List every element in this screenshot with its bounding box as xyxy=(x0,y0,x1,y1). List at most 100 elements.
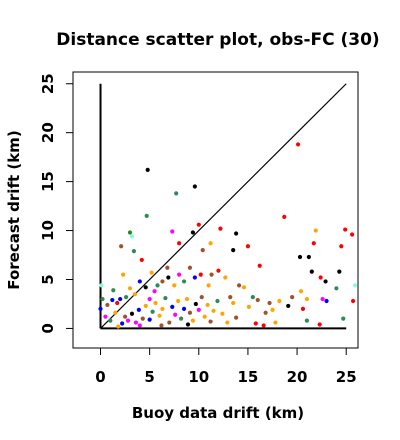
data-point xyxy=(147,296,152,302)
data-point xyxy=(160,306,165,311)
data-point xyxy=(334,286,339,291)
data-point xyxy=(253,321,258,326)
data-point xyxy=(216,268,221,273)
data-point xyxy=(184,296,190,302)
data-point xyxy=(236,283,242,288)
data-point xyxy=(177,272,182,277)
data-point xyxy=(341,316,346,321)
data-point xyxy=(137,323,142,328)
data-point xyxy=(199,295,204,300)
data-point xyxy=(176,298,181,304)
data-point xyxy=(309,269,314,274)
data-point xyxy=(113,310,118,315)
data-point xyxy=(246,304,252,309)
data-point xyxy=(255,297,260,303)
data-point xyxy=(118,296,123,302)
data-point xyxy=(192,275,197,280)
data-point xyxy=(159,323,164,328)
data-point xyxy=(209,272,214,277)
data-point xyxy=(173,312,178,317)
data-point xyxy=(215,298,220,304)
data-point xyxy=(206,283,211,288)
data-point xyxy=(198,272,203,277)
data-point xyxy=(143,303,148,309)
data-point xyxy=(121,272,126,277)
data-point xyxy=(350,298,356,304)
data-point xyxy=(155,283,160,288)
y-tick-label: 5 xyxy=(39,274,57,284)
data-point xyxy=(167,320,172,325)
y-tick-label: 0 xyxy=(39,323,57,333)
data-point xyxy=(257,263,262,268)
data-point xyxy=(115,300,120,306)
data-point xyxy=(143,285,148,290)
data-point xyxy=(263,310,268,315)
data-point xyxy=(179,316,184,321)
data-point xyxy=(140,316,145,321)
y-axis-label: Forecast drift (km) xyxy=(5,130,23,289)
y-axis: 0 5 10 15 20 25 xyxy=(39,73,74,334)
data-point xyxy=(174,191,179,196)
data-point xyxy=(190,230,195,235)
data-point xyxy=(245,244,251,249)
data-point xyxy=(145,167,150,172)
data-point xyxy=(270,307,275,312)
scatter-points xyxy=(98,142,358,329)
x-tick-label: 20 xyxy=(287,368,308,386)
data-point xyxy=(208,319,213,324)
data-point xyxy=(129,234,135,239)
plot-frame xyxy=(72,71,359,349)
data-point xyxy=(137,279,142,284)
x-tick-label: 15 xyxy=(237,368,258,386)
data-point xyxy=(119,244,124,249)
data-point xyxy=(147,317,152,322)
data-point xyxy=(261,323,266,328)
data-point xyxy=(323,279,328,284)
data-point xyxy=(298,289,304,294)
data-point xyxy=(223,275,228,280)
data-point xyxy=(187,265,193,270)
data-point xyxy=(304,296,309,302)
data-point xyxy=(129,311,135,316)
data-point xyxy=(190,318,195,323)
chart-title: Distance scatter plot, obs-FC (30) xyxy=(56,30,379,50)
data-point xyxy=(273,320,278,325)
data-point xyxy=(125,318,131,323)
data-point xyxy=(120,321,125,326)
data-point xyxy=(290,295,295,300)
data-point xyxy=(339,244,344,249)
x-tick-label: 0 xyxy=(95,368,105,386)
data-point xyxy=(220,311,225,316)
data-point xyxy=(286,303,291,309)
data-point xyxy=(127,230,133,235)
data-point xyxy=(100,296,105,302)
data-point xyxy=(300,306,306,311)
data-point xyxy=(136,307,141,312)
data-point xyxy=(177,241,182,246)
data-point xyxy=(277,298,282,304)
reference-lines xyxy=(99,83,347,330)
data-point xyxy=(218,226,223,231)
data-point xyxy=(132,292,138,297)
identity-line xyxy=(100,83,347,329)
data-point xyxy=(225,320,230,325)
data-point xyxy=(234,231,239,236)
data-point xyxy=(193,301,198,307)
data-point xyxy=(181,279,187,284)
data-point xyxy=(153,300,158,306)
data-point xyxy=(181,306,187,311)
data-point xyxy=(123,295,129,300)
data-point xyxy=(311,241,316,246)
data-point xyxy=(343,227,348,232)
data-point xyxy=(99,283,104,288)
data-point xyxy=(122,314,128,319)
data-point xyxy=(172,283,177,288)
data-point xyxy=(337,269,342,274)
data-point xyxy=(200,248,205,253)
data-point xyxy=(234,315,239,320)
data-point xyxy=(157,313,162,318)
data-point xyxy=(320,296,325,302)
data-point xyxy=(192,184,197,189)
data-point xyxy=(250,295,255,300)
